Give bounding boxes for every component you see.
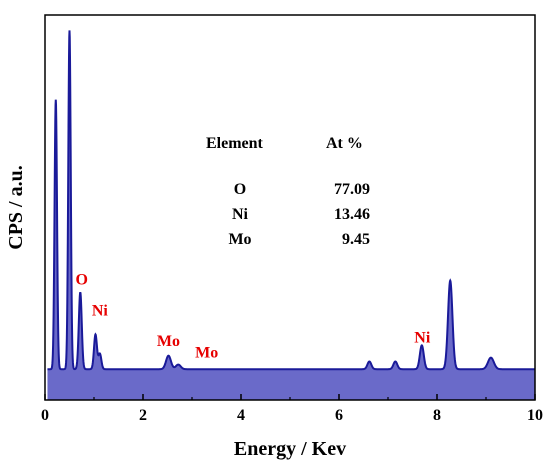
composition-table: Element At % O 77.09 Ni 13.46 Mo 9.45	[206, 135, 370, 248]
peak-label-ni: Ni	[414, 329, 431, 346]
x-axis-label: Energy / Kev	[234, 438, 346, 460]
peak-label-mo: Mo	[195, 345, 218, 362]
peak-label-ni: Ni	[92, 302, 109, 319]
table-element-mo: Mo	[228, 231, 251, 248]
plot-frame	[44, 14, 536, 401]
x-tick-label: 4	[237, 407, 245, 424]
table-value-ni: 13.46	[334, 206, 370, 223]
table-element-o: O	[234, 181, 246, 198]
table-value-o: 77.09	[334, 181, 370, 198]
x-tick-label: 10	[527, 407, 543, 424]
peak-label-o: O	[76, 272, 88, 289]
axis-layer: 0 2 4 6 8 10	[41, 394, 543, 424]
x-tick-label: 8	[433, 407, 441, 424]
table-header-element: Element	[206, 135, 264, 152]
x-tick-label: 2	[139, 407, 147, 424]
y-axis-label: CPS / a.u.	[5, 165, 27, 249]
plot-layer	[47, 30, 535, 401]
spectrum-fill	[47, 30, 535, 401]
table-header-atpct: At %	[326, 135, 363, 152]
peak-label-mo: Mo	[157, 333, 180, 350]
table-element-ni: Ni	[232, 206, 249, 223]
x-tick-label: 6	[335, 407, 343, 424]
table-value-mo: 9.45	[342, 231, 370, 248]
x-tick-label: 0	[41, 407, 49, 424]
spectrum-line	[47, 30, 535, 371]
